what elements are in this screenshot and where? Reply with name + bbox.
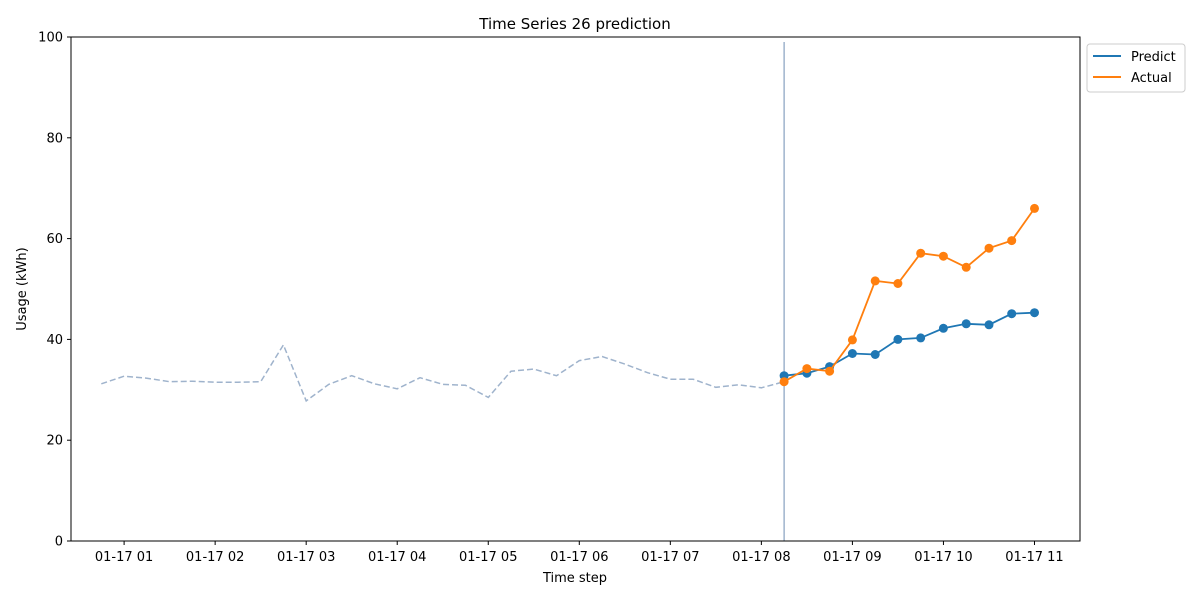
y-tick-label: 80 [46,131,63,146]
data-point-actual [847,335,857,345]
data-point-actual [802,364,812,374]
series-line-predict [784,311,1035,377]
axes: 0 20 40 60 80 100 01-17 01 01-17 02 01-17 03 01-1… [38,31,1064,566]
x-tick-label: 01-17 06 [550,550,608,565]
chart-title: Time Series 26 prediction [478,15,670,33]
x-tick-label: 01-17 04 [368,550,426,565]
data-point-actual [916,248,926,258]
data-point-predict [1030,308,1039,318]
legend: Predict Actual [1086,43,1186,93]
x-tick-label: 01-17 07 [641,550,699,565]
data-point-predict [961,319,971,329]
x-tick-label: 01-17 05 [459,550,517,565]
x-tick-label: 01-17 03 [277,550,335,565]
data-point-actual [938,251,948,261]
data-point-actual [1030,203,1039,213]
y-axis-label: Usage (kWh) [15,247,30,330]
data-point-actual [779,377,789,387]
legend-label-actual: Actual [1131,71,1172,86]
y-tick-label: 60 [46,232,63,247]
x-tick-label: 01-17 11 [1005,550,1063,565]
history-line [101,343,785,403]
plot-frame [70,36,1081,542]
plot-area [101,42,1039,541]
x-tick-label: 01-17 08 [732,550,790,565]
x-tick-label: 01-17 01 [95,550,153,565]
data-point-actual [870,276,880,286]
data-point-predict [847,349,857,358]
data-point-predict [984,320,994,330]
data-point-actual [1007,236,1017,246]
y-tick-label: 40 [46,333,63,348]
x-tick-label: 01-17 02 [186,550,244,565]
data-point-actual [984,243,994,253]
data-point-predict [916,333,926,343]
y-tick-label: 20 [46,434,63,449]
data-point-actual [893,279,903,288]
data-point-predict [938,323,948,333]
y-tick-label: 100 [38,31,63,46]
legend-label-predict: Predict [1131,50,1176,65]
data-point-predict [870,350,880,359]
data-point-predict [1007,309,1017,319]
series-line-actual [783,207,1036,383]
data-point-actual [825,366,835,376]
y-tick-label: 0 [55,535,63,550]
x-axis-label: Time step [542,571,607,586]
data-point-predict [893,334,903,344]
x-tick-label: 01-17 09 [823,550,881,565]
data-point-actual [961,262,971,272]
x-tick-label: 01-17 10 [914,550,972,565]
